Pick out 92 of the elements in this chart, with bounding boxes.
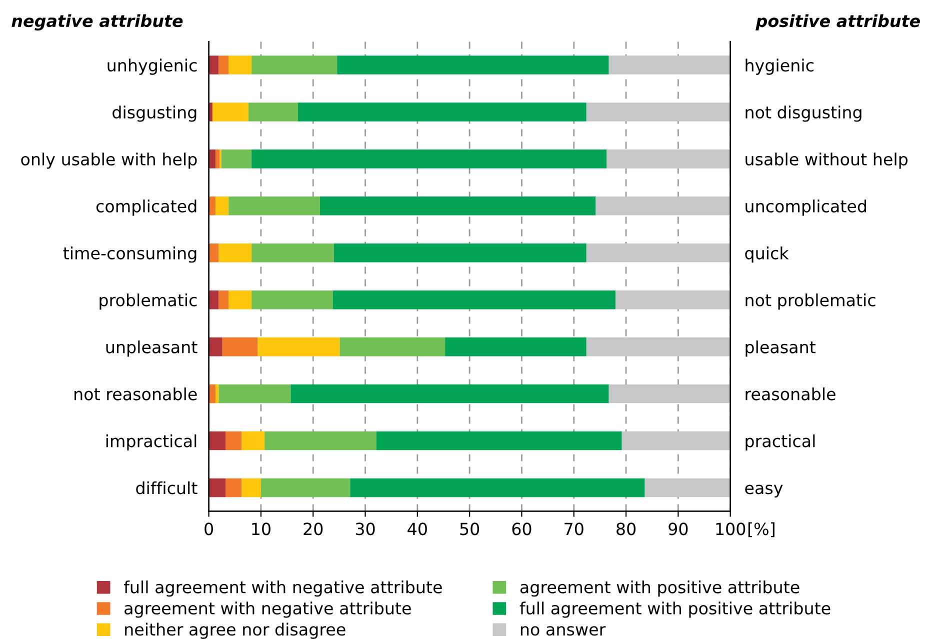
bar bbox=[242, 431, 265, 450]
y2-tick-label: usable without help bbox=[746, 152, 908, 169]
y-tick-label: problematic bbox=[100, 294, 197, 310]
x-tick-label: 10 bbox=[252, 522, 270, 536]
bar bbox=[208, 431, 226, 450]
bar bbox=[644, 478, 730, 498]
legend-label: full agreement with positive attribute bbox=[520, 602, 830, 618]
bar bbox=[248, 102, 298, 122]
legend-label: neither agree nor disagree bbox=[125, 622, 346, 639]
y-tick-label: difficult bbox=[136, 481, 198, 494]
y2-tick-label: not disgusting bbox=[746, 106, 862, 122]
bar bbox=[616, 290, 730, 310]
bar bbox=[221, 150, 252, 168]
x-tick-label: 30 bbox=[356, 522, 375, 536]
y-tick-label: complicated bbox=[96, 200, 196, 216]
bar bbox=[212, 102, 248, 122]
y2-axis-title: positive attribute bbox=[756, 14, 920, 30]
y-tick-label: only usable with help bbox=[21, 152, 197, 169]
bar bbox=[208, 478, 226, 498]
bar bbox=[258, 337, 340, 356]
bar bbox=[445, 337, 586, 356]
y2-tick-label: easy bbox=[745, 484, 783, 498]
x-tick-label: 40 bbox=[408, 522, 427, 536]
bar bbox=[208, 337, 222, 356]
x-axis-title: [%] bbox=[748, 522, 774, 538]
bar bbox=[337, 56, 609, 74]
bar bbox=[606, 150, 730, 168]
x-tick-label: 50 bbox=[460, 522, 480, 536]
bar bbox=[252, 150, 607, 168]
bar bbox=[218, 384, 291, 404]
y-tick-label: unhygienic bbox=[108, 58, 197, 75]
bar bbox=[586, 243, 730, 262]
bar bbox=[218, 56, 229, 74]
y-tick-label: time-consuming bbox=[63, 246, 196, 263]
bar bbox=[290, 384, 609, 404]
bar bbox=[216, 150, 220, 168]
y-tick-label: disgusting bbox=[112, 106, 196, 122]
bar bbox=[222, 337, 258, 356]
x-tick-label: 20 bbox=[304, 522, 323, 536]
bar bbox=[332, 290, 616, 310]
bar bbox=[264, 431, 376, 450]
y-tick-label: not reasonable bbox=[74, 387, 197, 400]
y2-tick-label: practical bbox=[746, 434, 815, 451]
bar bbox=[208, 56, 219, 74]
bar bbox=[218, 243, 252, 262]
y2-tick-label: not problematic bbox=[746, 294, 876, 310]
bar bbox=[208, 150, 216, 168]
bar bbox=[228, 196, 320, 216]
bar bbox=[216, 384, 219, 404]
y-tick-label: unpleasant bbox=[106, 340, 198, 357]
bar bbox=[608, 384, 730, 404]
legend-label: agreement with positive attribute bbox=[520, 580, 800, 597]
x-tick-label: 60 bbox=[512, 522, 532, 536]
bar bbox=[334, 243, 586, 262]
bar bbox=[350, 478, 645, 498]
x-tick-label: 90 bbox=[668, 522, 688, 536]
legend-label: full agreement with negative attribute bbox=[124, 580, 442, 597]
bar bbox=[242, 478, 261, 498]
y2-tick-label: hygienic bbox=[746, 58, 814, 75]
bar bbox=[260, 478, 350, 498]
bar bbox=[218, 290, 229, 310]
y2-tick-label: reasonable bbox=[746, 387, 836, 400]
bar bbox=[208, 196, 216, 216]
legend-label: agreement with negative attribute bbox=[124, 602, 411, 618]
x-tick-label: 80 bbox=[616, 522, 636, 536]
bar bbox=[622, 431, 730, 450]
bar bbox=[228, 290, 252, 310]
bar bbox=[608, 56, 730, 74]
y2-tick-label: pleasant bbox=[746, 340, 816, 357]
legend-label: no answer bbox=[520, 626, 606, 636]
bar bbox=[225, 431, 242, 450]
bar bbox=[252, 290, 333, 310]
x-tick-label: 0 bbox=[204, 522, 213, 536]
bar bbox=[586, 102, 730, 122]
bar bbox=[208, 243, 219, 262]
bar bbox=[586, 337, 730, 356]
bar bbox=[340, 337, 446, 356]
y2-tick-label: uncomplicated bbox=[746, 200, 866, 216]
x-tick-label: 100 bbox=[716, 522, 746, 536]
bar bbox=[225, 478, 242, 498]
y-tick-label: impractical bbox=[106, 434, 196, 451]
bar bbox=[252, 243, 334, 262]
bar bbox=[376, 431, 622, 450]
y2-tick-label: quick bbox=[745, 246, 789, 263]
bar bbox=[298, 102, 586, 122]
bar bbox=[228, 56, 252, 74]
bar bbox=[216, 196, 229, 216]
bar bbox=[320, 196, 596, 216]
x-tick-label: 70 bbox=[564, 522, 584, 536]
y-axis-title: negative attribute bbox=[12, 14, 183, 30]
bar bbox=[596, 196, 730, 216]
bar bbox=[252, 56, 338, 74]
